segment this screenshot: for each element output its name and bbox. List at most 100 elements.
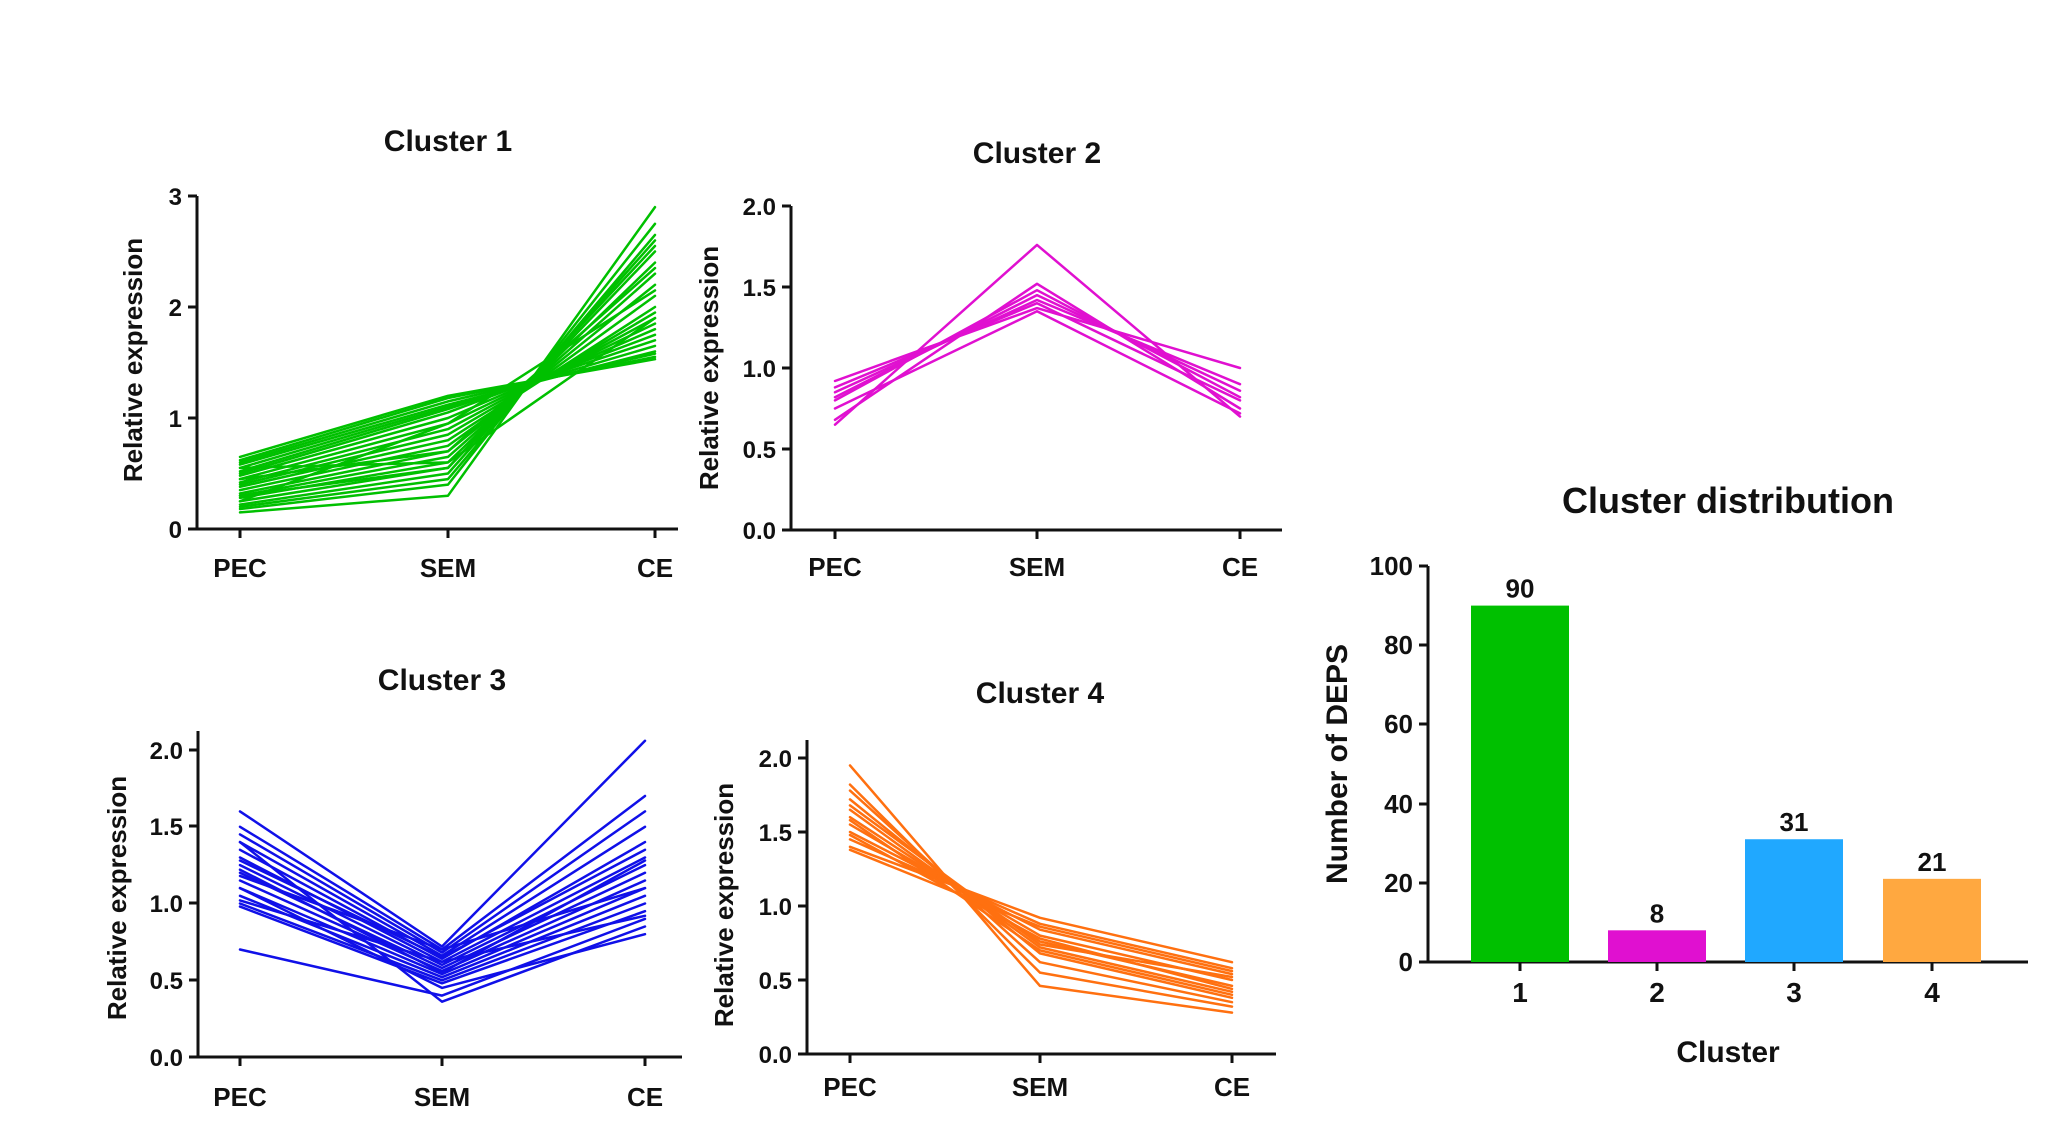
series-line-p12 [848, 833, 1234, 991]
series-line-p09 [848, 838, 1234, 970]
series-line-p14 [238, 327, 657, 477]
y-tick-label: 1.0 [743, 356, 776, 383]
series-line-p01 [238, 739, 647, 948]
y-axis-ticks: 0.0 0.5 1.0 1.5 2.0 [150, 738, 198, 1072]
y-tick-label: 40 [1384, 789, 1413, 819]
series-line-p14 [238, 917, 647, 997]
bar-cluster-4 [1883, 878, 1981, 962]
x-tick-label: CE [1222, 552, 1258, 582]
chart-title: Cluster distribution [1562, 480, 1894, 521]
series-line-p22 [238, 244, 657, 497]
y-tick-label: 0.5 [759, 968, 792, 995]
bar-value-label: 21 [1918, 847, 1947, 877]
cluster-distribution-chart: Cluster distribution Number of DEPS Clus… [1321, 480, 2028, 1069]
series-line-p13 [848, 818, 1234, 997]
y-tick-label: 1 [169, 406, 182, 433]
series-line-p01 [238, 205, 657, 514]
series-line-p04 [833, 293, 1242, 399]
x-tick-label: SEM [414, 1082, 470, 1112]
bar-cluster-1 [1471, 605, 1569, 962]
y-tick-label: 1.5 [759, 820, 792, 847]
x-tick-label: CE [1214, 1072, 1250, 1102]
y-axis-label: Relative expression [709, 783, 739, 1027]
y-tick-label: 1.5 [743, 275, 776, 302]
x-tick-label: PEC [213, 553, 267, 583]
x-tick-label: SEM [1009, 552, 1065, 582]
series-line-p11 [848, 848, 1234, 973]
x-tick-label: 3 [1786, 977, 1802, 1008]
series-line-p11 [238, 894, 647, 979]
y-tick-label: 2 [169, 295, 182, 322]
chart-title: Cluster 2 [973, 137, 1101, 170]
cluster-2-chart: Cluster 2 Relative expression 0.0 0.5 1.… [694, 137, 1282, 582]
y-axis-ticks: 0 1 2 3 [169, 184, 197, 544]
series-lines [848, 764, 1234, 1014]
series-line-p03 [848, 789, 1234, 1004]
y-axis-label: Relative expression [118, 238, 148, 482]
y-tick-label: 0.5 [150, 968, 183, 995]
series-line-p05 [238, 840, 647, 961]
series-line-p15 [238, 333, 657, 475]
x-tick-label: 1 [1512, 977, 1528, 1008]
x-tick-label: PEC [213, 1082, 267, 1112]
y-tick-label: 2.0 [743, 194, 776, 221]
x-tick-label: 2 [1649, 977, 1665, 1008]
y-tick-label: 0.0 [743, 518, 776, 545]
y-tick-label: 0.0 [150, 1045, 183, 1072]
series-line-p05 [848, 808, 1234, 994]
bar-value-label: 8 [1650, 898, 1664, 928]
series-line-p14 [848, 804, 1234, 979]
series-line-p01 [833, 243, 1242, 426]
x-axis-label: Cluster [1676, 1036, 1780, 1069]
series-line-p07 [833, 306, 1242, 383]
x-tick-label: CE [637, 553, 673, 583]
series-lines [833, 243, 1242, 426]
x-tick-label: SEM [1012, 1072, 1068, 1102]
series-line-p06 [833, 301, 1242, 402]
y-axis-ticks: 0.0 0.5 1.0 1.5 2.0 [743, 194, 791, 545]
series-line-p10 [238, 305, 657, 489]
bar-cluster-2 [1608, 930, 1706, 962]
y-tick-label: 2.0 [759, 746, 792, 773]
y-tick-label: 0.5 [743, 437, 776, 464]
y-tick-label: 0 [1399, 947, 1413, 977]
series-line-p17 [238, 848, 647, 959]
bars: 90 8 31 21 [1471, 574, 1981, 962]
x-tick-label: PEC [808, 552, 862, 582]
y-tick-label: 20 [1384, 868, 1413, 898]
series-line-p21 [238, 357, 657, 459]
chart-title: Cluster 4 [976, 677, 1105, 710]
y-tick-label: 80 [1384, 630, 1413, 660]
y-axis-ticks: 0 20 40 60 80 100 [1370, 551, 1428, 977]
y-axis-label: Relative expression [102, 776, 132, 1020]
cluster-4-chart: Cluster 4 Relative expression 0.0 0.5 1.… [709, 677, 1276, 1102]
series-line-p09 [238, 294, 657, 492]
cluster-1-chart: Cluster 1 Relative expression 0 1 2 3 PE… [118, 125, 678, 583]
y-tick-label: 60 [1384, 709, 1413, 739]
series-line-p17 [238, 344, 657, 470]
y-tick-label: 1.5 [150, 814, 183, 841]
series-line-p08 [833, 310, 1242, 415]
x-tick-label: CE [627, 1082, 663, 1112]
series-line-p12 [238, 902, 647, 982]
series-lines [238, 739, 647, 1003]
chart-title: Cluster 1 [384, 125, 512, 158]
y-axis-ticks: 0.0 0.5 1.0 1.5 2.0 [759, 746, 807, 1069]
y-tick-label: 0.0 [759, 1042, 792, 1069]
series-line-p09 [238, 879, 647, 973]
chart-title: Cluster 3 [378, 664, 506, 697]
series-lines [238, 205, 657, 514]
bar-value-label: 90 [1506, 574, 1535, 604]
x-tick-label: 4 [1924, 977, 1940, 1008]
series-line-p04 [238, 239, 657, 506]
y-tick-label: 3 [169, 184, 182, 211]
series-line-p23 [238, 266, 657, 481]
x-tick-label: SEM [420, 553, 476, 583]
series-line-p18 [238, 874, 647, 951]
series-line-p05 [833, 298, 1242, 394]
y-axis-label: Relative expression [694, 246, 724, 490]
y-axis-label: Number of DEPS [1321, 644, 1354, 884]
bar-cluster-3 [1745, 839, 1843, 962]
series-line-p24 [238, 289, 657, 503]
